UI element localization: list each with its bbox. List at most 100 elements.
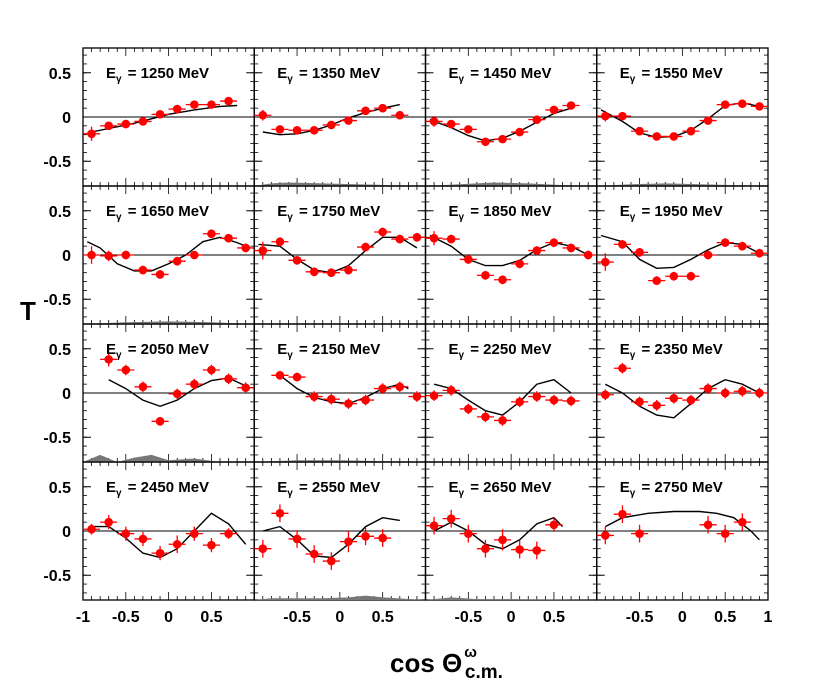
y-tick-label: 0.5: [49, 66, 71, 83]
x-tick-label: 1: [764, 609, 773, 626]
data-point: [254, 539, 272, 558]
data-point: [339, 116, 357, 125]
data-point: [374, 529, 392, 547]
data-marker: [275, 509, 285, 518]
panel-label-prefix: E: [449, 203, 459, 220]
panel: Eγ = 2350 MeV: [596, 323, 769, 463]
panel-label: Eγ = 1750 MeV: [277, 203, 380, 223]
data-point: [459, 403, 477, 415]
data-marker: [566, 396, 576, 406]
data-point: [237, 382, 255, 393]
data-marker: [532, 115, 542, 124]
data-marker: [669, 394, 679, 403]
data-marker: [344, 116, 353, 125]
data-point: [562, 243, 580, 253]
systematic-error-band: [254, 595, 426, 600]
data-marker: [87, 524, 96, 534]
data-point: [545, 105, 563, 115]
systematic-error-band: [425, 597, 597, 600]
data-marker: [172, 256, 182, 266]
data-point: [220, 233, 238, 243]
data-point: [733, 241, 751, 251]
data-point: [357, 527, 375, 546]
data-point: [374, 103, 392, 113]
data-marker: [344, 399, 353, 408]
data-marker: [395, 110, 405, 120]
data-point: [134, 381, 152, 393]
data-point: [185, 526, 203, 541]
data-point: [476, 270, 494, 280]
model-curve: [429, 234, 589, 267]
panel: Eγ = 2750 MeV: [596, 461, 769, 601]
data-point: [117, 364, 135, 376]
model-curve: [600, 234, 760, 270]
panel-label-subscript: γ: [287, 212, 293, 223]
data-point: [716, 100, 734, 109]
data-marker: [155, 110, 165, 119]
data-marker: [429, 117, 439, 126]
panel-label: Eγ = 2250 MeV: [449, 341, 552, 361]
data-marker: [395, 234, 405, 244]
panel-label: Eγ = 2750 MeV: [620, 479, 723, 499]
data-marker: [481, 271, 490, 280]
data-marker: [241, 383, 250, 392]
data-marker: [258, 246, 268, 255]
data-marker: [601, 390, 610, 400]
data-marker: [618, 240, 627, 249]
panel-label: Eγ = 2150 MeV: [277, 341, 380, 361]
data-point: [579, 250, 597, 260]
data-point: [134, 117, 152, 126]
data-point: [271, 504, 289, 523]
x-tick-label: 0.5: [714, 609, 736, 626]
data-marker: [652, 401, 661, 410]
panel-label-subscript: γ: [630, 212, 636, 223]
data-marker: [515, 545, 524, 554]
x-tick-label: 0: [164, 609, 173, 626]
y-tick-label: 0.5: [49, 342, 71, 359]
data-point: [288, 255, 306, 265]
data-point: [733, 385, 751, 397]
data-marker: [498, 416, 507, 425]
data-point: [100, 515, 118, 530]
panel: Eγ = 2150 MeV: [253, 323, 427, 463]
data-marker: [207, 229, 216, 239]
panel-label-energy: = 2450 MeV: [124, 479, 209, 496]
data-marker: [121, 365, 131, 375]
data-marker: [361, 106, 370, 116]
panel-label-prefix: E: [620, 203, 630, 220]
y-tick-label: -0.5: [43, 568, 71, 585]
data-point: [185, 378, 203, 390]
data-point: [134, 531, 152, 547]
data-marker: [104, 121, 113, 131]
data-marker: [738, 386, 747, 396]
data-marker: [292, 372, 302, 382]
data-point: [562, 395, 580, 407]
data-point: [220, 96, 238, 106]
panel-label-prefix: E: [277, 203, 287, 220]
data-point: [699, 515, 717, 534]
data-point: [339, 531, 357, 553]
data-marker: [327, 556, 336, 566]
panel: Eγ = 2450 MeV: [82, 461, 255, 601]
data-marker: [669, 132, 679, 141]
panel: Eγ = 1950 MeV: [596, 185, 769, 325]
data-point: [476, 539, 494, 558]
x-axis-title-main: cos Θ: [390, 648, 462, 678]
panel-label: Eγ = 1650 MeV: [106, 203, 209, 223]
data-point: [631, 396, 649, 408]
data-marker: [464, 125, 473, 134]
y-tick-label: 0.5: [49, 480, 71, 497]
data-marker: [498, 134, 507, 144]
data-point: [596, 526, 614, 545]
model-curve: [604, 510, 760, 541]
data-point: [648, 276, 666, 286]
panel-label-subscript: γ: [630, 488, 636, 499]
data-marker: [652, 132, 661, 141]
data-marker: [412, 233, 422, 242]
data-point: [716, 524, 734, 543]
data-marker: [378, 533, 387, 543]
data-marker: [275, 237, 285, 247]
panel-label-energy: = 1950 MeV: [637, 203, 722, 220]
data-point: [733, 99, 751, 109]
